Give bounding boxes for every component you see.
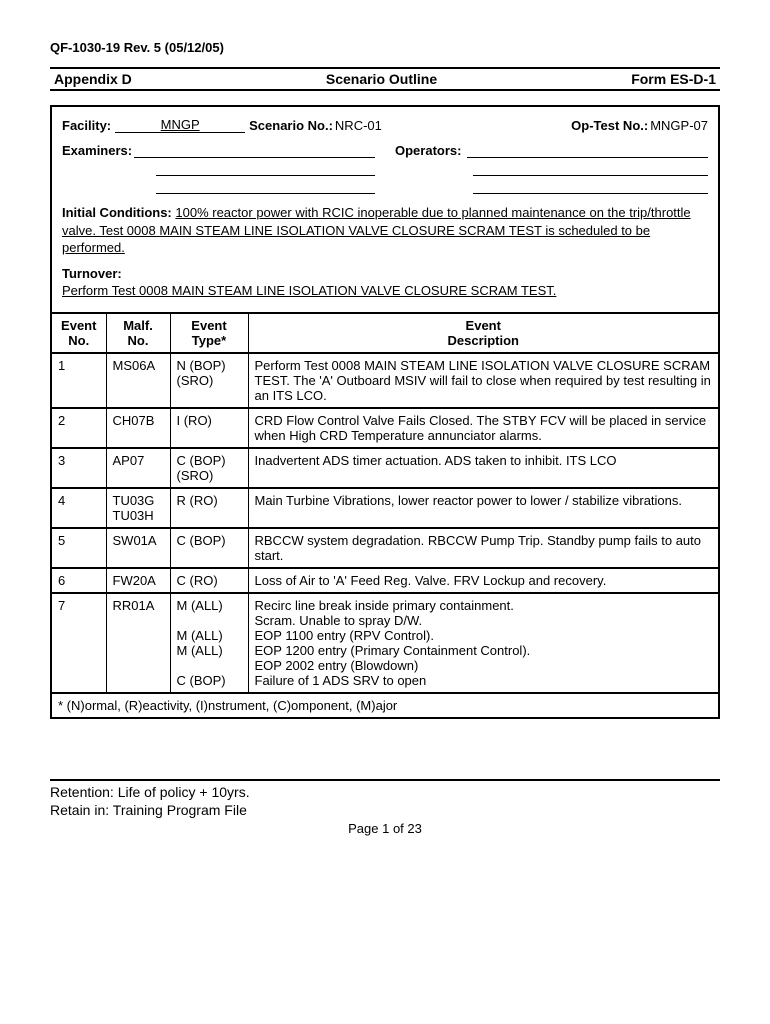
- title-bar: Appendix D Scenario Outline Form ES-D-1: [50, 67, 720, 91]
- header-event-type: Event Type*: [170, 313, 248, 353]
- cell-evno: 1: [52, 353, 106, 408]
- facility-row: Facility: MNGP Scenario No.: NRC-01 Op-T…: [62, 117, 708, 133]
- examiners-blank-1: [134, 144, 375, 158]
- table-row: 5 SW01A C (BOP) RBCCW system degradation…: [52, 528, 718, 568]
- facility-label: Facility:: [62, 118, 111, 133]
- header-event-no: Event No.: [52, 313, 106, 353]
- turnover-label: Turnover:: [62, 266, 122, 281]
- examiners-label: Examiners:: [62, 143, 132, 158]
- cell-evno: 6: [52, 568, 106, 593]
- retain-in-text: Retain in: Training Program File: [50, 801, 720, 819]
- cell-desc: Recirc line break inside primary contain…: [248, 593, 718, 693]
- cell-desc: Loss of Air to 'A' Feed Reg. Valve. FRV …: [248, 568, 718, 593]
- facility-value: MNGP: [115, 117, 245, 133]
- table-row: 6 FW20A C (RO) Loss of Air to 'A' Feed R…: [52, 568, 718, 593]
- initial-label: Initial Conditions:: [62, 205, 172, 220]
- form-container: Facility: MNGP Scenario No.: NRC-01 Op-T…: [50, 105, 720, 719]
- table-header-row: Event No. Malf. No. Event Type* Event De…: [52, 313, 718, 353]
- title-center: Scenario Outline: [326, 71, 437, 87]
- operators-blank-2: [473, 162, 708, 176]
- header-event-desc: Event Description: [248, 313, 718, 353]
- cell-evno: 4: [52, 488, 106, 528]
- table-row: 3 AP07 C (BOP) (SRO) Inadvertent ADS tim…: [52, 448, 718, 488]
- table-row: 2 CH07B I (RO) CRD Flow Control Valve Fa…: [52, 408, 718, 448]
- cell-malf: SW01A: [106, 528, 170, 568]
- footer: Retention: Life of policy + 10yrs. Retai…: [50, 779, 720, 836]
- retention-text: Retention: Life of policy + 10yrs.: [50, 783, 720, 801]
- cell-desc: Inadvertent ADS timer actuation. ADS tak…: [248, 448, 718, 488]
- footnote-text: * (N)ormal, (R)eactivity, (I)nstrument, …: [52, 693, 718, 717]
- cell-desc: CRD Flow Control Valve Fails Closed. The…: [248, 408, 718, 448]
- table-row: 4 TU03G TU03H R (RO) Main Turbine Vibrat…: [52, 488, 718, 528]
- cell-type: M (ALL) M (ALL) M (ALL) C (BOP): [170, 593, 248, 693]
- cell-evno: 5: [52, 528, 106, 568]
- cell-type: C (BOP): [170, 528, 248, 568]
- cell-evno: 2: [52, 408, 106, 448]
- optest-label: Op-Test No.:: [571, 118, 648, 133]
- title-left: Appendix D: [54, 71, 132, 87]
- table-row: 1 MS06A N (BOP) (SRO) Perform Test 0008 …: [52, 353, 718, 408]
- cell-type: N (BOP) (SRO): [170, 353, 248, 408]
- examiners-blank-2: [156, 162, 375, 176]
- cell-malf: CH07B: [106, 408, 170, 448]
- operators-label: Operators:: [395, 143, 461, 158]
- optest-value: MNGP-07: [650, 118, 708, 133]
- cell-desc: Main Turbine Vibrations, lower reactor p…: [248, 488, 718, 528]
- examiners-blank-3: [156, 180, 375, 194]
- form-top-section: Facility: MNGP Scenario No.: NRC-01 Op-T…: [52, 107, 718, 312]
- cell-type: I (RO): [170, 408, 248, 448]
- examiners-row: Examiners: Operators:: [62, 143, 708, 194]
- cell-malf: AP07: [106, 448, 170, 488]
- operators-blank-1: [467, 144, 708, 158]
- cell-type: C (BOP) (SRO): [170, 448, 248, 488]
- cell-malf: FW20A: [106, 568, 170, 593]
- page-number: Page 1 of 23: [50, 821, 720, 836]
- table-row: 7 RR01A M (ALL) M (ALL) M (ALL) C (BOP) …: [52, 593, 718, 693]
- cell-type: R (RO): [170, 488, 248, 528]
- cell-desc: RBCCW system degradation. RBCCW Pump Tri…: [248, 528, 718, 568]
- document-header: QF-1030-19 Rev. 5 (05/12/05): [50, 40, 720, 55]
- cell-desc: Perform Test 0008 MAIN STEAM LINE ISOLAT…: [248, 353, 718, 408]
- cell-evno: 3: [52, 448, 106, 488]
- operators-blank-3: [473, 180, 708, 194]
- cell-evno: 7: [52, 593, 106, 693]
- cell-malf: MS06A: [106, 353, 170, 408]
- initial-conditions: Initial Conditions: 100% reactor power w…: [62, 204, 708, 257]
- events-table: Event No. Malf. No. Event Type* Event De…: [52, 312, 718, 717]
- footnote-row: * (N)ormal, (R)eactivity, (I)nstrument, …: [52, 693, 718, 717]
- turnover: Turnover: Perform Test 0008 MAIN STEAM L…: [62, 265, 708, 300]
- scenario-label: Scenario No.:: [249, 118, 333, 133]
- header-malf-no: Malf. No.: [106, 313, 170, 353]
- title-right: Form ES-D-1: [631, 71, 716, 87]
- turnover-text: Perform Test 0008 MAIN STEAM LINE ISOLAT…: [62, 283, 556, 298]
- cell-type: C (RO): [170, 568, 248, 593]
- cell-malf: RR01A: [106, 593, 170, 693]
- cell-malf: TU03G TU03H: [106, 488, 170, 528]
- footer-rule: [50, 779, 720, 781]
- scenario-value: NRC-01: [335, 118, 382, 133]
